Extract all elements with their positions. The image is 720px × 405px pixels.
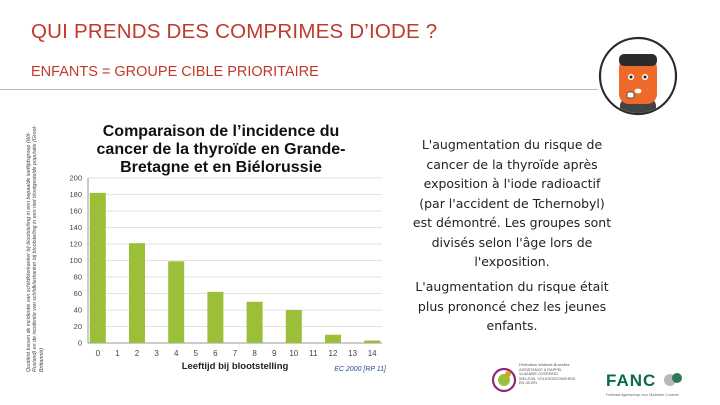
y-tick-label: 160 bbox=[69, 207, 82, 216]
y-tick-label: 0 bbox=[78, 339, 82, 348]
x-tick-label: 1 bbox=[115, 349, 120, 358]
x-tick-label: 12 bbox=[329, 349, 338, 358]
avatar-child-icon bbox=[598, 36, 678, 116]
x-tick-label: 9 bbox=[272, 349, 277, 358]
x-tick-label: 13 bbox=[348, 349, 357, 358]
fanc-logo: FANC Federaal Agentschap voor Nucleaire … bbox=[606, 371, 685, 397]
x-tick-label: 0 bbox=[96, 349, 101, 358]
logo-line: EN GEZIN bbox=[519, 381, 537, 386]
y-tick-label: 120 bbox=[69, 240, 82, 249]
x-tick-label: 6 bbox=[213, 349, 218, 358]
x-tick-label: 4 bbox=[174, 349, 179, 358]
y-tick-label: 140 bbox=[69, 223, 82, 232]
bar bbox=[207, 291, 224, 343]
x-tick-label: 14 bbox=[368, 349, 377, 358]
x-tick-label: 5 bbox=[194, 349, 199, 358]
fanc-logo-icon bbox=[663, 373, 682, 386]
federation-logo bbox=[491, 367, 517, 393]
bar bbox=[364, 340, 381, 343]
bar bbox=[168, 261, 185, 343]
bar bbox=[129, 243, 145, 343]
x-tick-label: 10 bbox=[289, 349, 298, 358]
logo-line: WELZIJN, VOLKSGEZONDHEID bbox=[519, 376, 576, 381]
y-tick-label: 80 bbox=[74, 273, 82, 282]
fanc-logo-tagline: Federaal Agentschap voor Nucleaire Contr… bbox=[606, 393, 679, 397]
bar bbox=[285, 310, 302, 343]
federation-logo-text: Fédération Wallonie-Bruxelles ASSISTANCE… bbox=[519, 363, 599, 386]
chart-title: Comparaison de l’incidence du cancer de … bbox=[96, 123, 346, 176]
y-tick-label: 100 bbox=[69, 256, 82, 265]
fanc-logo-wordmark: FANC bbox=[606, 371, 657, 390]
y-tick-label: 40 bbox=[74, 306, 82, 315]
x-tick-label: 3 bbox=[154, 349, 159, 358]
body-paragraph-1: L'augmentation du risque de cancer de la… bbox=[412, 137, 612, 269]
x-tick-label: 11 bbox=[309, 349, 318, 358]
x-tick-label: 7 bbox=[233, 349, 238, 358]
title-divider bbox=[0, 89, 598, 90]
bar bbox=[246, 301, 263, 343]
logo-line: VLAAMSE OVERHEID bbox=[519, 372, 558, 377]
x-tick-label: 2 bbox=[135, 349, 140, 358]
y-tick-label: 180 bbox=[69, 190, 82, 199]
logo-line: Fédération Wallonie-Bruxelles bbox=[519, 363, 570, 367]
bar bbox=[325, 334, 341, 343]
y-tick-label: 20 bbox=[74, 322, 82, 331]
body-paragraph-2: L'augmentation du risque était plus pron… bbox=[415, 279, 609, 333]
x-tick-label: 8 bbox=[252, 349, 257, 358]
slide-title: QUI PRENDS DES COMPRIMES D’IODE ? bbox=[31, 20, 438, 43]
logo-line: ASSISTANCE & RAPPEL bbox=[519, 367, 563, 372]
y-tick-label: 200 bbox=[69, 174, 82, 183]
y-tick-label: 60 bbox=[74, 289, 82, 298]
bar bbox=[89, 192, 106, 343]
chart-source: EC 2000 [RP 11] bbox=[334, 366, 387, 373]
x-axis-label: Leeftijd bij blootstelling bbox=[182, 361, 289, 372]
slide-subtitle: ENFANTS = GROUPE CIBLE PRIORITAIRE bbox=[31, 64, 319, 80]
